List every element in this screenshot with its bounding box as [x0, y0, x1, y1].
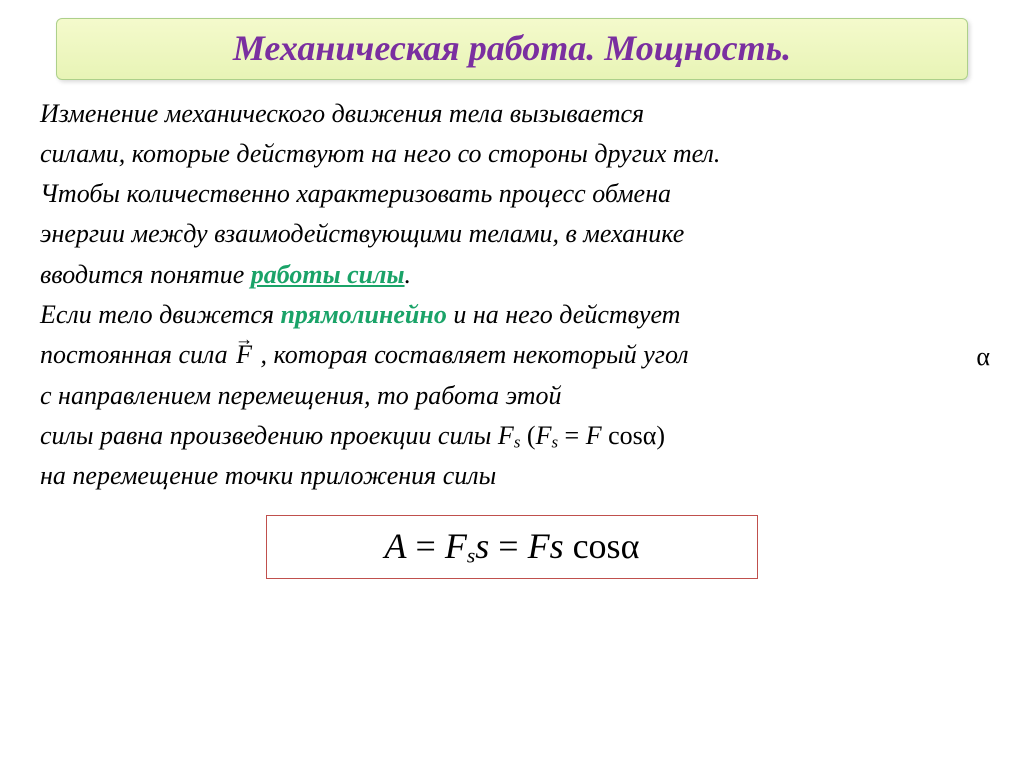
line-7: постоянная сила F , которая составляет н…: [40, 335, 984, 375]
body-text: Изменение механического движения тела вы…: [40, 94, 984, 497]
title-panel: Механическая работа. Мощность.: [56, 18, 968, 80]
slide: Механическая работа. Мощность. Изменение…: [0, 0, 1024, 768]
symbol-alpha: α: [976, 337, 990, 377]
line-9: силы равна произведению проекции силы Fs…: [40, 416, 984, 456]
inline-formula-fs: Fs (Fs = F cosα): [498, 421, 665, 450]
line-10: на перемещение точки приложения силы: [40, 456, 984, 496]
vector-F: F: [234, 335, 254, 375]
highlight-straight-line: прямолинейно: [280, 300, 446, 329]
line-1: Изменение механического движения тела вы…: [40, 94, 984, 134]
main-formula: A = Fss = Fs cosα: [266, 515, 758, 580]
line-2: силами, которые действуют на него со сто…: [40, 134, 984, 174]
line-4: энергии между взаимодействующими телами,…: [40, 214, 984, 254]
line-6: Если тело движется прямолинейно и на нег…: [40, 295, 984, 335]
line-3: Чтобы количественно характеризовать проц…: [40, 174, 984, 214]
line-5: вводится понятие работы силы.: [40, 255, 984, 295]
line-8: с направлением перемещения, то работа эт…: [40, 376, 984, 416]
slide-title: Механическая работа. Мощность.: [233, 28, 791, 68]
highlight-work-of-force: работы силы: [251, 260, 405, 289]
